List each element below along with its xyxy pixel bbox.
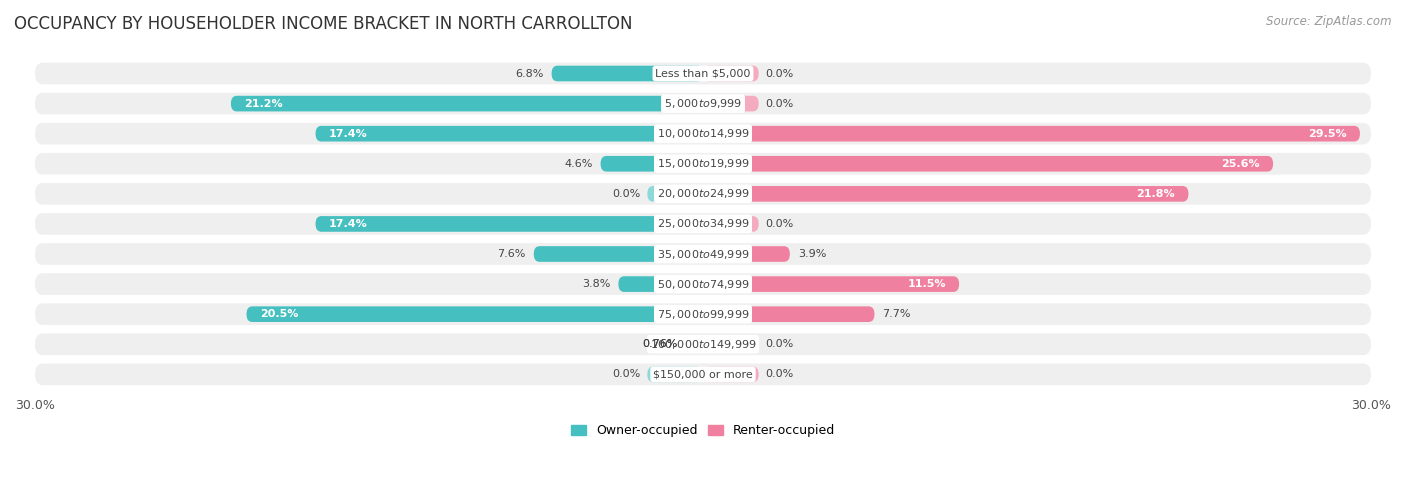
FancyBboxPatch shape [35,183,1371,205]
FancyBboxPatch shape [703,96,759,112]
FancyBboxPatch shape [35,273,1371,295]
FancyBboxPatch shape [703,126,1360,142]
FancyBboxPatch shape [703,276,959,292]
FancyBboxPatch shape [315,126,703,142]
Text: 25.6%: 25.6% [1220,159,1260,169]
Text: Less than $5,000: Less than $5,000 [655,69,751,78]
Text: $20,000 to $24,999: $20,000 to $24,999 [657,187,749,200]
Text: 4.6%: 4.6% [564,159,592,169]
FancyBboxPatch shape [35,243,1371,265]
FancyBboxPatch shape [246,306,703,322]
Text: 7.6%: 7.6% [498,249,526,259]
Text: $100,000 to $149,999: $100,000 to $149,999 [650,338,756,351]
Text: 21.8%: 21.8% [1136,189,1175,199]
FancyBboxPatch shape [231,96,703,112]
FancyBboxPatch shape [703,306,875,322]
Text: $75,000 to $99,999: $75,000 to $99,999 [657,308,749,320]
Text: 0.0%: 0.0% [613,369,641,379]
Text: 0.0%: 0.0% [765,69,793,78]
Text: 0.76%: 0.76% [643,339,678,349]
Text: 0.0%: 0.0% [765,219,793,229]
Legend: Owner-occupied, Renter-occupied: Owner-occupied, Renter-occupied [567,419,839,442]
FancyBboxPatch shape [703,66,759,81]
FancyBboxPatch shape [703,216,759,232]
Text: $10,000 to $14,999: $10,000 to $14,999 [657,127,749,140]
FancyBboxPatch shape [703,246,790,262]
Text: 17.4%: 17.4% [329,219,367,229]
FancyBboxPatch shape [315,216,703,232]
FancyBboxPatch shape [35,153,1371,175]
FancyBboxPatch shape [35,363,1371,385]
FancyBboxPatch shape [534,246,703,262]
Text: 3.8%: 3.8% [582,279,610,289]
Text: 11.5%: 11.5% [907,279,946,289]
FancyBboxPatch shape [703,337,759,352]
FancyBboxPatch shape [35,93,1371,114]
Text: $150,000 or more: $150,000 or more [654,369,752,379]
Text: 0.0%: 0.0% [765,339,793,349]
Text: 6.8%: 6.8% [515,69,544,78]
Text: 3.9%: 3.9% [797,249,827,259]
FancyBboxPatch shape [647,367,703,382]
FancyBboxPatch shape [703,186,1188,202]
Text: 0.76%: 0.76% [643,339,678,349]
Text: 7.7%: 7.7% [883,309,911,319]
FancyBboxPatch shape [35,63,1371,84]
FancyBboxPatch shape [686,337,703,352]
FancyBboxPatch shape [35,213,1371,235]
FancyBboxPatch shape [647,186,703,202]
FancyBboxPatch shape [35,303,1371,325]
Text: 20.5%: 20.5% [260,309,298,319]
FancyBboxPatch shape [619,276,703,292]
FancyBboxPatch shape [35,334,1371,355]
Text: $25,000 to $34,999: $25,000 to $34,999 [657,217,749,230]
FancyBboxPatch shape [703,156,1272,171]
FancyBboxPatch shape [551,66,703,81]
Text: OCCUPANCY BY HOUSEHOLDER INCOME BRACKET IN NORTH CARROLLTON: OCCUPANCY BY HOUSEHOLDER INCOME BRACKET … [14,15,633,33]
FancyBboxPatch shape [35,123,1371,145]
Text: 17.4%: 17.4% [329,129,367,139]
Text: $5,000 to $9,999: $5,000 to $9,999 [664,97,742,110]
Text: $35,000 to $49,999: $35,000 to $49,999 [657,247,749,261]
Text: Source: ZipAtlas.com: Source: ZipAtlas.com [1267,15,1392,28]
Text: 0.0%: 0.0% [765,369,793,379]
FancyBboxPatch shape [600,156,703,171]
Text: $15,000 to $19,999: $15,000 to $19,999 [657,157,749,170]
Text: 21.2%: 21.2% [245,98,283,109]
FancyBboxPatch shape [703,367,759,382]
Text: $50,000 to $74,999: $50,000 to $74,999 [657,278,749,291]
Text: 0.0%: 0.0% [613,189,641,199]
Text: 0.0%: 0.0% [765,98,793,109]
Text: 29.5%: 29.5% [1308,129,1347,139]
